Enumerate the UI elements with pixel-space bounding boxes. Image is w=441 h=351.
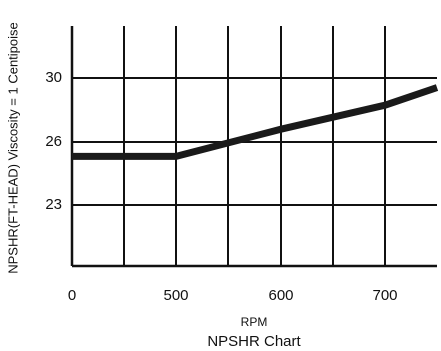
npshr-series-line: [72, 84, 439, 160]
x-axis-title: RPM: [241, 315, 268, 329]
chart-title: NPSHR Chart: [207, 333, 301, 350]
y-tick-label-23: 23: [45, 196, 62, 213]
series-group: [72, 84, 439, 160]
plot-frame: [70, 26, 437, 268]
y-tick-label-30: 30: [45, 69, 62, 86]
x-tick-label-500: 500: [163, 287, 188, 304]
y-tick-label-26: 26: [45, 133, 62, 150]
x-tick-label-600: 600: [268, 287, 293, 304]
x-tick-label-0: 0: [68, 287, 76, 304]
tick-labels: 0 500 600 700 30 26 23: [45, 69, 397, 304]
grid-lines: [71, 26, 437, 266]
x-tick-label-700: 700: [372, 287, 397, 304]
y-axis-title: NPSHR(FT-HEAD) Viscosity = 1 Centipoise: [5, 22, 20, 274]
